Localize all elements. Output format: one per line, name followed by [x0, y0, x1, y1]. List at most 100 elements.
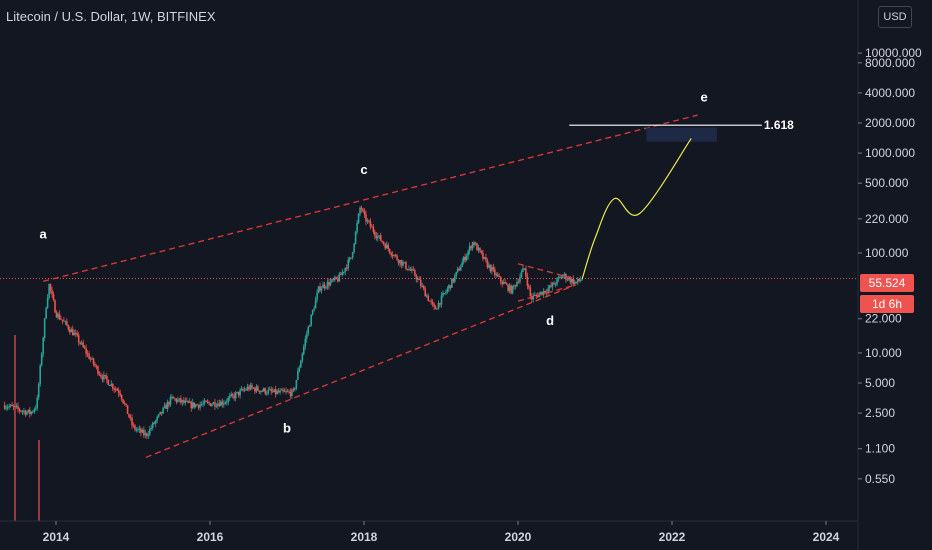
candle-body	[510, 285, 512, 294]
candle-body	[480, 250, 483, 253]
candle-body	[245, 389, 247, 391]
candle-body	[325, 287, 327, 289]
candle-body	[42, 337, 44, 355]
time-tick-label: 2020	[505, 530, 532, 544]
candle-body	[368, 220, 370, 222]
candle-body	[154, 420, 157, 424]
candle-body	[240, 389, 243, 391]
candle-body	[236, 391, 238, 393]
candle-body	[203, 400, 206, 404]
candle-body	[160, 411, 163, 414]
candle-body	[411, 269, 413, 271]
candle-body	[396, 255, 398, 260]
target-zone-box	[646, 127, 717, 142]
candle-body	[462, 256, 465, 263]
candle-body	[52, 294, 55, 301]
candle-body	[74, 332, 77, 334]
candle-body	[486, 260, 489, 268]
price-tick-label: 8000.000	[865, 56, 915, 70]
currency-button[interactable]: USD	[878, 6, 912, 28]
candle-body	[511, 285, 514, 294]
candle-body	[264, 388, 267, 394]
candle-body	[328, 281, 330, 286]
candle-body	[428, 300, 431, 302]
time-tick-label: 2016	[197, 530, 224, 544]
candle-body	[258, 390, 261, 393]
candle-body	[186, 400, 188, 402]
candle-body	[454, 275, 456, 282]
candle-body	[399, 260, 401, 264]
countdown-badge: 1d 6h	[860, 295, 914, 313]
candle-body	[33, 409, 36, 412]
candle-body	[345, 267, 348, 269]
candle-body	[106, 375, 108, 380]
candle-body	[568, 277, 570, 280]
candle-body	[523, 268, 526, 270]
candle-body	[464, 256, 466, 261]
candle-body	[283, 391, 286, 393]
candle-body	[125, 403, 127, 406]
candle-body	[218, 403, 221, 407]
candle-body	[495, 274, 498, 276]
candle-body	[129, 417, 132, 419]
candle-body	[135, 429, 138, 431]
candle-body	[529, 287, 532, 297]
candle-body	[57, 313, 59, 318]
candle-body	[451, 278, 453, 288]
candle-body	[24, 410, 27, 415]
candle-body	[54, 300, 56, 313]
candle-body	[249, 384, 252, 390]
price-tick-label: 0.550	[865, 472, 895, 486]
candle-body	[394, 254, 397, 256]
candle-body	[103, 374, 105, 380]
candle-body	[477, 247, 480, 251]
candle-body	[146, 433, 148, 436]
candle-body	[419, 279, 422, 287]
wave-label-d: d	[546, 313, 554, 328]
candle-body	[180, 398, 182, 403]
candle-body	[519, 277, 521, 282]
candle-body	[455, 271, 458, 276]
candle-body	[553, 282, 555, 285]
candle-body	[547, 288, 549, 293]
price-tick-label: 10000.000	[865, 46, 922, 60]
candle-body	[542, 290, 545, 295]
candle-body	[242, 389, 244, 391]
candle-body	[326, 281, 329, 288]
candle-body	[446, 288, 449, 292]
candle-body	[433, 303, 435, 307]
candle-body	[334, 277, 336, 280]
candle-body	[194, 404, 197, 407]
candle-body	[63, 320, 65, 322]
candle-body	[498, 276, 501, 278]
candle-body	[572, 278, 575, 285]
candle-body	[535, 294, 538, 296]
candle-body	[496, 274, 499, 277]
candle-body	[319, 286, 321, 291]
candle-body	[305, 333, 308, 339]
candle-body	[58, 313, 61, 319]
candle-body	[292, 389, 295, 391]
candle-body	[248, 386, 250, 390]
channel-lower-line	[145, 284, 576, 459]
candle-body	[405, 262, 407, 269]
candle-body	[181, 400, 184, 403]
candle-body	[436, 308, 438, 310]
candle-body	[300, 360, 302, 368]
candle-body	[46, 297, 49, 309]
time-axis[interactable]: 2014 2016 2018 2020 2022 2024	[43, 521, 840, 544]
candle-body	[557, 277, 560, 279]
candle-body	[20, 410, 22, 412]
candle-body	[400, 260, 403, 266]
candle-body	[541, 291, 543, 295]
candle-body	[239, 390, 241, 396]
candle-body	[533, 294, 536, 296]
candle-body	[205, 400, 207, 402]
candle-body	[418, 278, 421, 280]
candle-body	[202, 403, 204, 405]
candle-body	[562, 275, 564, 278]
